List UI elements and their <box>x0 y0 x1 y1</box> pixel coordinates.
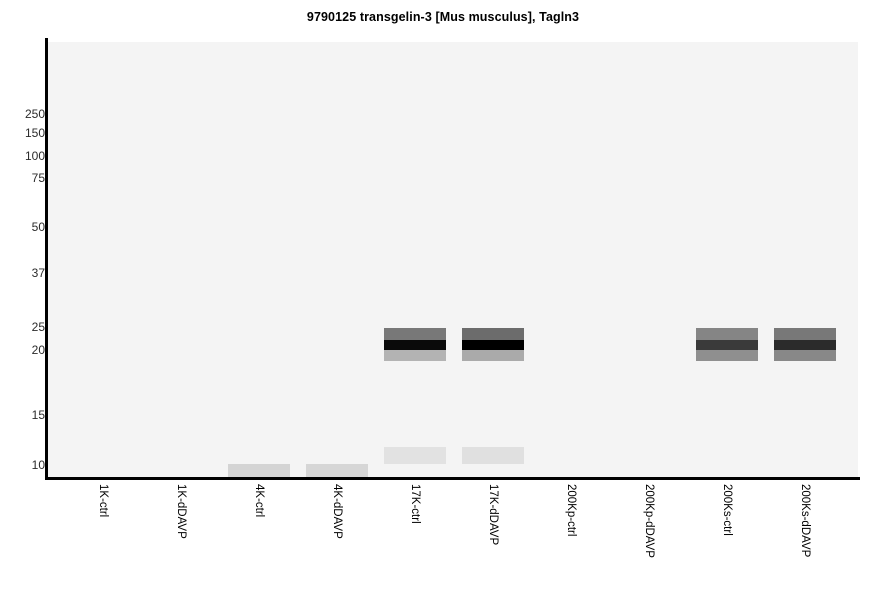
blot-plot-area <box>48 42 858 478</box>
y-tick-label: 50 <box>31 220 45 234</box>
lane-label-17k-ddavp: 17K-dDAVP <box>487 484 499 546</box>
blot-band <box>462 328 524 340</box>
y-tick-label: 250 <box>24 107 45 121</box>
lane-label-200ks-ddavp: 200Ks-dDAVP <box>799 484 811 558</box>
y-tick-label: 75 <box>31 171 45 185</box>
y-tick-label: 100 <box>24 149 45 163</box>
lane-label-1k-ctrl: 1K-ctrl <box>97 484 109 518</box>
blot-band <box>384 340 446 350</box>
y-axis-tick-labels: 250 150 100 75 50 37 25 20 15 10 <box>0 0 45 595</box>
y-tick-label: 15 <box>31 408 45 422</box>
blot-band <box>384 447 446 464</box>
blot-band <box>774 328 836 340</box>
lane-label-200ks-ctrl: 200Ks-ctrl <box>721 484 733 536</box>
x-axis-lane-labels: 1K-ctrl 1K-dDAVP 4K-ctrl 4K-dDAVP 17K-ctrl 17… <box>0 478 886 595</box>
y-tick-label: 10 <box>31 458 45 472</box>
lane-label-200kp-ctrl: 200Kp-ctrl <box>565 484 577 537</box>
blot-band <box>696 350 758 361</box>
y-tick-label: 25 <box>31 320 45 334</box>
blot-band <box>384 328 446 340</box>
blot-band <box>462 350 524 361</box>
y-axis-line <box>45 38 48 480</box>
y-tick-label: 37 <box>31 266 45 280</box>
blot-band <box>696 328 758 340</box>
blot-band <box>696 340 758 350</box>
blot-band <box>774 340 836 350</box>
y-tick-label: 150 <box>24 126 45 140</box>
lane-label-4k-ctrl: 4K-ctrl <box>253 484 265 518</box>
lane-label-1k-ddavp: 1K-dDAVP <box>175 484 187 539</box>
x-axis-line <box>45 477 860 480</box>
blot-band <box>462 340 524 350</box>
blot-band <box>384 350 446 361</box>
lane-label-4k-ddavp: 4K-dDAVP <box>331 484 343 539</box>
lane-label-17k-ctrl: 17K-ctrl <box>409 484 421 524</box>
blot-band <box>228 464 290 477</box>
blot-band <box>774 350 836 361</box>
y-tick-label: 20 <box>31 343 45 357</box>
lane-label-200kp-ddavp: 200Kp-dDAVP <box>643 484 655 558</box>
blot-band <box>306 464 368 477</box>
chart-title: 9790125 transgelin-3 [Mus musculus], Tag… <box>306 10 580 24</box>
blot-band <box>462 447 524 464</box>
